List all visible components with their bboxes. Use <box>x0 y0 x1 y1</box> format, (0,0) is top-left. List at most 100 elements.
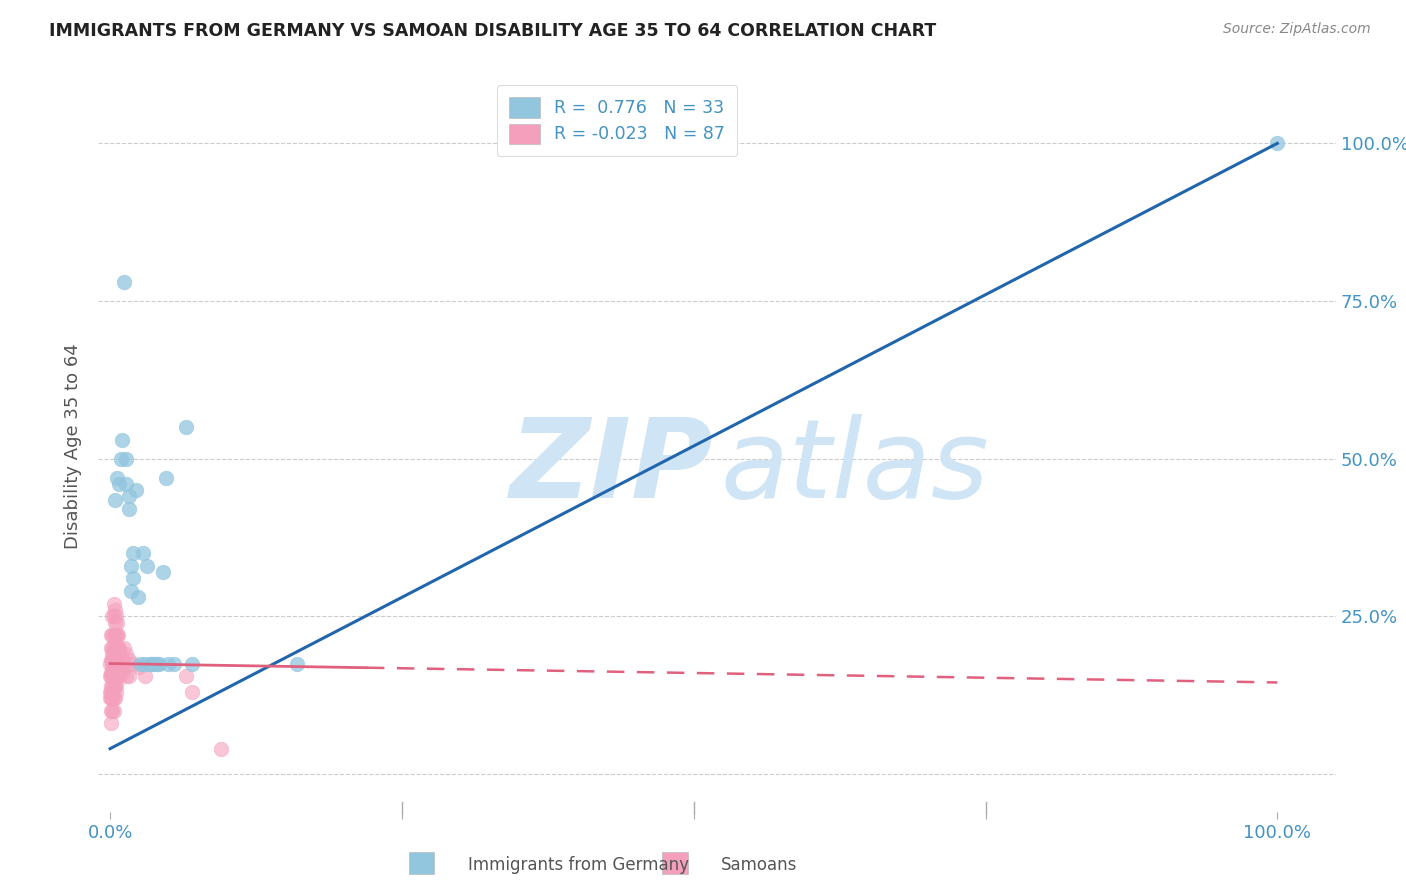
Point <box>101 685 124 699</box>
Point <box>108 659 131 673</box>
Text: IMMIGRANTS FROM GERMANY VS SAMOAN DISABILITY AGE 35 TO 64 CORRELATION CHART: IMMIGRANTS FROM GERMANY VS SAMOAN DISABI… <box>49 22 936 40</box>
Point <box>146 657 169 671</box>
Point <box>111 665 134 680</box>
Point <box>100 640 122 655</box>
Point <box>105 669 128 683</box>
Point <box>180 657 202 671</box>
Point <box>101 691 124 706</box>
Point <box>104 609 127 624</box>
Point <box>103 679 125 693</box>
Point <box>155 470 177 484</box>
Point <box>104 685 127 699</box>
Point <box>101 659 124 673</box>
Point <box>152 565 174 579</box>
Point <box>105 659 128 673</box>
Point <box>103 640 125 655</box>
Point <box>103 609 125 624</box>
Point <box>101 647 124 661</box>
Point <box>103 628 125 642</box>
Point <box>108 640 131 655</box>
Point <box>110 647 132 661</box>
Point <box>148 657 170 671</box>
Point <box>115 451 138 466</box>
Point <box>100 628 122 642</box>
Point <box>118 653 141 667</box>
Point <box>111 653 134 667</box>
Point <box>105 653 128 667</box>
Point <box>285 657 308 671</box>
Point <box>110 451 132 466</box>
Point <box>104 615 127 630</box>
Point <box>104 640 127 655</box>
Point <box>104 628 127 642</box>
Point <box>104 679 127 693</box>
Point <box>112 640 135 655</box>
Point <box>108 669 131 683</box>
Point <box>128 659 150 673</box>
Point <box>134 657 156 671</box>
Point <box>101 679 124 693</box>
Point <box>105 628 128 642</box>
Point <box>98 691 121 706</box>
Point <box>101 653 124 667</box>
Point <box>112 275 135 289</box>
Point <box>127 591 149 605</box>
Point <box>98 669 121 683</box>
Point <box>118 502 141 516</box>
Point <box>103 653 125 667</box>
Point <box>122 546 145 560</box>
Point <box>104 665 127 680</box>
Text: Source: ZipAtlas.com: Source: ZipAtlas.com <box>1223 22 1371 37</box>
Point <box>1265 136 1288 151</box>
Point <box>103 665 125 680</box>
Point <box>100 679 122 693</box>
Point <box>101 640 124 655</box>
Point <box>209 741 232 756</box>
Point <box>101 609 124 624</box>
Point <box>110 659 132 673</box>
Point <box>163 657 186 671</box>
Point <box>104 691 127 706</box>
Point <box>103 704 125 718</box>
Point <box>104 647 127 661</box>
Point <box>104 679 127 693</box>
Point <box>107 628 129 642</box>
Point <box>103 659 125 673</box>
Point <box>104 492 127 507</box>
Point <box>100 653 122 667</box>
Point <box>105 470 128 484</box>
Point <box>180 685 202 699</box>
Point <box>101 628 124 642</box>
Point <box>174 669 197 683</box>
Point <box>101 704 124 718</box>
Point <box>139 657 162 671</box>
Point <box>108 476 131 491</box>
Point <box>104 603 127 617</box>
Point <box>111 433 134 447</box>
Point <box>107 647 129 661</box>
Point <box>112 659 135 673</box>
Point <box>157 657 180 671</box>
Point <box>104 653 127 667</box>
Point <box>105 640 128 655</box>
Point <box>104 659 127 673</box>
Point <box>134 669 156 683</box>
Point <box>100 669 122 683</box>
Point <box>125 483 148 497</box>
Point <box>174 420 197 434</box>
Point <box>98 685 121 699</box>
Point <box>104 665 127 680</box>
Text: ZIP: ZIP <box>510 415 713 522</box>
Y-axis label: Disability Age 35 to 64: Disability Age 35 to 64 <box>65 343 83 549</box>
Point <box>108 653 131 667</box>
Point <box>115 476 138 491</box>
Point <box>105 615 128 630</box>
Point <box>100 665 122 680</box>
Point <box>104 640 127 655</box>
Point <box>122 657 145 671</box>
Point <box>122 571 145 585</box>
Point <box>100 691 122 706</box>
Point <box>104 669 127 683</box>
Point <box>143 657 166 671</box>
Point <box>103 597 125 611</box>
